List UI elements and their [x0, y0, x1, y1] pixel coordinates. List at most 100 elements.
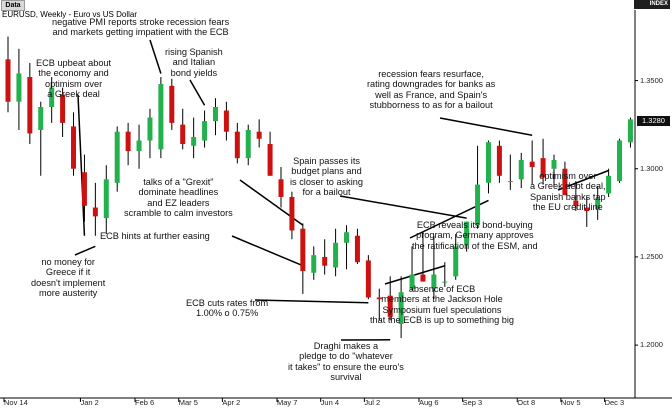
candle-up — [49, 87, 55, 107]
candle-up — [191, 136, 197, 146]
candle-down — [169, 85, 175, 123]
candle-up — [595, 198, 601, 210]
candle-up — [475, 184, 481, 226]
y-tick-label: 1.2000 — [640, 340, 663, 350]
candle-up — [147, 117, 153, 141]
annotation-rate-cut: ECB cuts rates from 1.00% o 0.75% — [186, 298, 268, 319]
annotation-line: Draghi makes a — [313, 341, 379, 351]
axis-ticks — [3, 80, 638, 402]
candle-up — [442, 281, 448, 283]
candle-down — [322, 256, 328, 266]
annotation-line: talks of a "Grexit" — [143, 177, 214, 187]
candle-down — [573, 200, 579, 206]
candle-down — [496, 145, 502, 176]
annotation-line: members at the Jackson Hole — [381, 294, 503, 305]
annotation-line: it takes" to ensure the euro's — [288, 361, 404, 372]
annotation-line: and markets getting impatient with the E… — [52, 27, 229, 38]
x-tick-label: Sep 3 — [462, 398, 483, 407]
annotation-jackson-hole: absence of ECB members at the Jackson Ho… — [370, 284, 514, 326]
annotation-arrow — [74, 245, 96, 256]
annotation-line: that the ECB is up to something big — [370, 315, 515, 326]
candle-up — [551, 159, 557, 169]
annotation-line: ECB cuts rates from — [186, 298, 269, 308]
annotation-line: ECB hints at further easing — [100, 231, 210, 241]
candle-down — [27, 77, 33, 134]
annotation-line: budget plans and — [291, 166, 362, 177]
candle-up — [485, 142, 491, 183]
annotation-spain-budget: Spain passes its budget plans and is clo… — [290, 156, 363, 198]
annotation-line: well as France, and Spain's — [375, 89, 488, 100]
annotation-line: no money for — [41, 257, 95, 267]
annotation-line: and EZ leaders — [147, 197, 210, 208]
annotation-line: a Greek deal — [47, 89, 100, 100]
annotation-line: bond yields — [170, 67, 218, 78]
candle-down — [180, 124, 186, 145]
candle-up — [398, 292, 404, 324]
candle-up — [344, 232, 350, 243]
candle-up — [606, 175, 612, 194]
annotation-line: program, Germany approves — [416, 230, 534, 241]
x-tick-label: Mar 5 — [178, 398, 198, 407]
annotation-optimism-greek: optimism over a Greek debt deal, Spanish… — [530, 171, 606, 213]
annotation-line: optimism over — [44, 78, 103, 89]
candle-up — [518, 159, 524, 180]
candle-up — [245, 129, 251, 159]
candle-down — [81, 172, 87, 206]
candle-down — [92, 207, 98, 217]
annotation-spanish-yields: rising Spanish and Italian bond yields — [165, 47, 223, 78]
annotation-arrow — [231, 235, 304, 267]
annotation-arrow — [149, 39, 162, 74]
candle-up — [16, 73, 22, 102]
candle-up — [431, 274, 437, 289]
candle-up — [202, 121, 208, 141]
candle-down — [60, 94, 66, 123]
annotation-line: Spain passes its — [293, 156, 360, 166]
candle-down — [354, 235, 360, 263]
annotation-recession: recession fears resurface, rating downgr… — [367, 69, 495, 111]
candle-up — [333, 242, 339, 268]
annotation-bond-buying: ECB reveals its bond-buying program, Ger… — [412, 220, 538, 251]
index-label: INDEX — [634, 0, 670, 9]
annotation-line: optimism over — [539, 171, 597, 181]
annotation-line: the EU credit line — [532, 202, 603, 213]
x-tick-label: Apr 2 — [222, 398, 241, 407]
y-tick-label: 1.3500 — [640, 75, 663, 85]
annotation-line: survival — [330, 372, 362, 383]
annotation-no-money: no money for Greece if it doesn't implem… — [31, 257, 105, 299]
annotation-draghi: Draghi makes a pledge to do "whatever it… — [288, 341, 404, 383]
candle-down — [256, 131, 262, 139]
data-tab[interactable]: Data — [1, 0, 25, 11]
annotation-line: rising Spanish — [165, 47, 223, 57]
annotation-line: rating downgrades for banks as — [367, 79, 496, 90]
candle-down — [125, 131, 131, 152]
annotation-line: ECB upbeat about — [36, 58, 112, 68]
candle-down — [420, 274, 426, 282]
annotation-line: stubborness to as for a bailout — [369, 100, 493, 111]
candle-down — [376, 297, 382, 300]
x-tick-label: Oct 8 — [517, 398, 536, 407]
annotation-line: a Greek debt deal, — [530, 181, 606, 192]
candle-up — [627, 119, 633, 143]
candle-up — [409, 274, 415, 289]
x-tick-label: Jan 2 — [80, 398, 99, 407]
annotation-easing: ECB hints at further easing — [100, 231, 210, 241]
annotation-line: the economy and — [38, 68, 109, 79]
candle-down — [289, 196, 295, 231]
candle-up — [212, 107, 218, 122]
x-tick-label: Jul 2 — [364, 398, 381, 407]
candle-up — [114, 131, 120, 183]
x-tick-label: Feb 6 — [135, 398, 155, 407]
candle-up — [136, 140, 142, 152]
annotation-line: scramble to calm investors — [124, 208, 233, 219]
candle-down — [71, 126, 77, 169]
annotation-pmi: negative PMI reports stroke recession fe… — [52, 17, 229, 38]
annotation-arrow — [439, 117, 533, 136]
candle-series — [5, 36, 633, 339]
candle-up — [464, 221, 470, 245]
x-tick-label: Aug 6 — [418, 398, 439, 407]
annotation-arrow — [189, 79, 206, 106]
annotation-line: dominate headlines — [138, 187, 219, 198]
annotation-arrow — [77, 94, 86, 236]
candle-down — [365, 260, 371, 298]
